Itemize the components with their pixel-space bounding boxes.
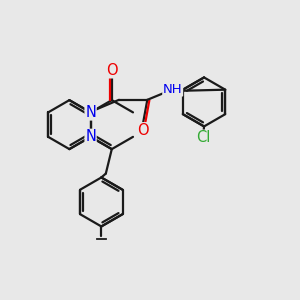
Text: N: N bbox=[85, 105, 96, 120]
Text: N: N bbox=[85, 129, 96, 144]
Text: O: O bbox=[106, 63, 118, 78]
Text: O: O bbox=[137, 123, 149, 138]
Text: NH: NH bbox=[163, 83, 182, 96]
Text: Cl: Cl bbox=[196, 130, 211, 145]
